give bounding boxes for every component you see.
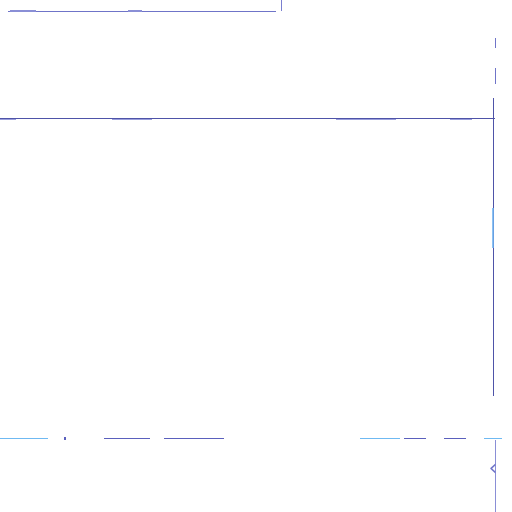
scroll-marker <box>495 68 496 84</box>
separator-segment <box>404 438 426 439</box>
top-field-mark <box>128 10 142 12</box>
bottom-toolbar-separator <box>0 437 502 443</box>
separator-segment <box>104 438 150 439</box>
separator-segment <box>164 438 224 439</box>
chevron-left-icon[interactable]: ‹ <box>488 456 498 481</box>
panel-top-border <box>0 118 495 119</box>
panel-top-border-shadow <box>336 119 396 120</box>
separator-segment <box>484 438 502 439</box>
panel-top-border-shadow <box>112 119 152 120</box>
top-input-field[interactable] <box>0 0 282 13</box>
top-field-underline <box>8 11 276 12</box>
content-panel <box>0 98 495 398</box>
bottom-right-border <box>495 440 496 512</box>
top-field-end <box>279 0 282 11</box>
top-field-mark <box>10 10 36 12</box>
scrollbar-thumb[interactable] <box>492 208 494 248</box>
panel-top-border-shadow <box>450 119 472 120</box>
separator-segment <box>0 438 48 439</box>
separator-segment <box>360 438 400 439</box>
panel-top-border-shadow <box>0 119 16 120</box>
separator-segment <box>444 438 466 439</box>
separator-segment <box>64 437 66 440</box>
scroll-marker <box>495 38 496 48</box>
